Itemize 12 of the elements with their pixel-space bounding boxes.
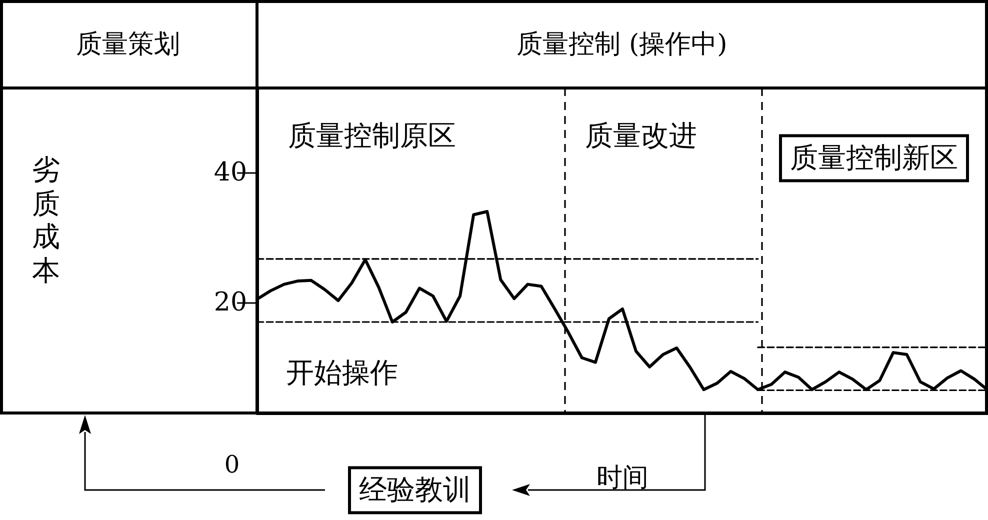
annotation: 质量控制新区 bbox=[779, 134, 969, 182]
text: 劣质成本 bbox=[31, 152, 61, 288]
x-axis-title: 时间 bbox=[596, 463, 648, 493]
y-tick-label: 40 bbox=[214, 158, 247, 188]
text: 经验教训 bbox=[348, 466, 482, 514]
y-tick-label: 20 bbox=[214, 288, 247, 318]
text: 0 bbox=[224, 450, 240, 480]
text: 质量控制 (操作中) bbox=[516, 29, 728, 61]
annotation: 质量改进 bbox=[585, 119, 697, 153]
annotation: 开始操作 bbox=[286, 356, 398, 390]
text: 质量策划 bbox=[76, 29, 180, 61]
annotation: 质量控制原区 bbox=[288, 119, 456, 153]
